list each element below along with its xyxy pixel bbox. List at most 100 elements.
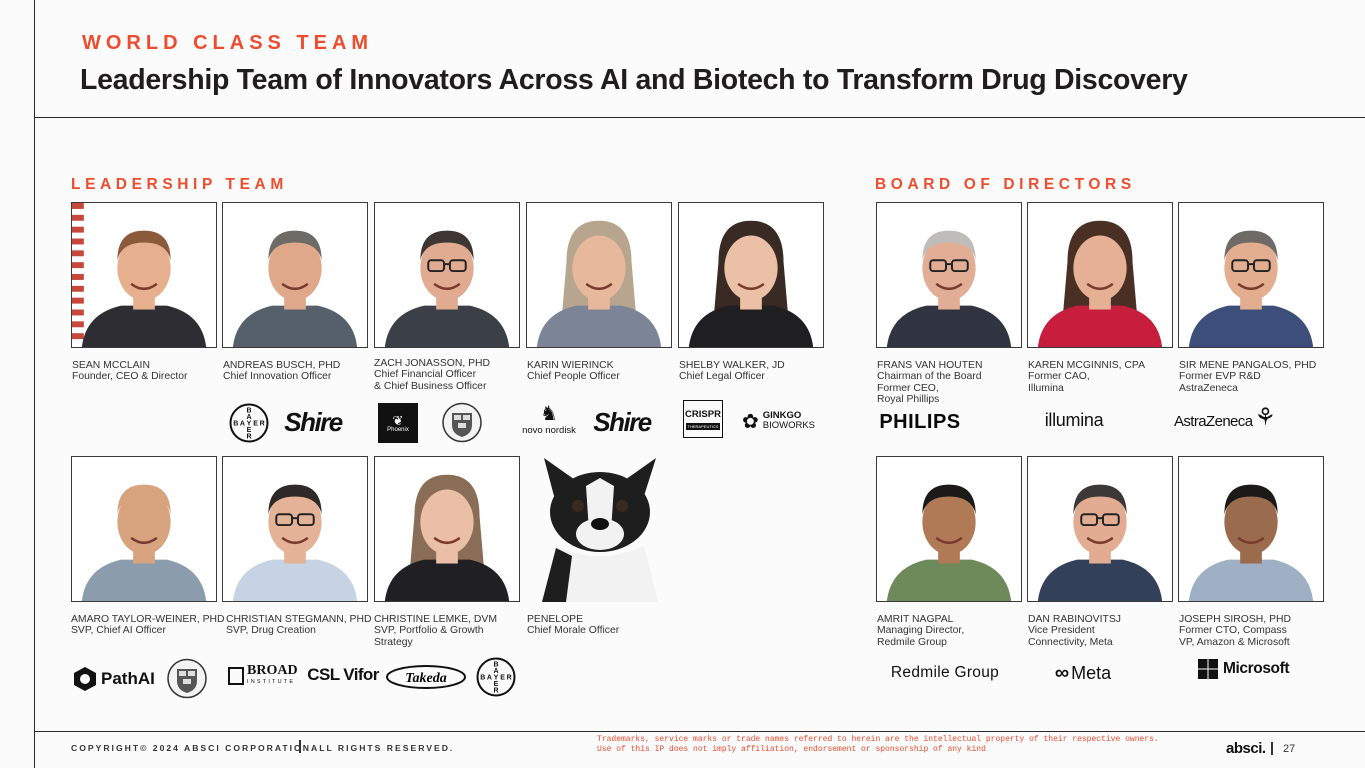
pathai-logo: PathAI xyxy=(72,664,156,694)
person-name: AMRIT NAGPAL xyxy=(877,614,954,625)
person-title: & Chief Business Officer xyxy=(374,380,487,392)
caption-sean-mcclain: SEAN MCCLAIN Founder, CEO & Director xyxy=(72,360,188,383)
person-title: Chief Morale Officer xyxy=(527,625,620,637)
philips-logo: PHILIPS xyxy=(879,410,961,433)
broad-label-2: INSTITUTE xyxy=(247,678,296,685)
caption-amaro-taylor-weiner: AMARO TAYLOR-WEINER, PHD SVP, Chief AI O… xyxy=(71,614,225,637)
photo-frans-van-houten xyxy=(876,202,1022,348)
photo-andreas-busch xyxy=(222,202,368,348)
copyright-text: COPYRIGHT© 2024 ABSCI CORPORATION. xyxy=(71,743,316,753)
person-name: CHRISTINE LEMKE, DVM xyxy=(374,614,497,625)
ginkgo-icon: ✿ xyxy=(742,410,759,433)
svg-text:E: E xyxy=(494,681,499,688)
header-divider xyxy=(34,117,1365,118)
board-heading: BOARD OF DIRECTORS xyxy=(875,176,1136,193)
person-title: Vice President xyxy=(1028,625,1095,637)
person-title: SVP, Drug Creation xyxy=(226,625,316,637)
svg-text:B: B xyxy=(246,407,251,414)
photo-christine-lemke xyxy=(374,456,520,602)
meta-infinity-icon: ∞ xyxy=(1054,661,1070,684)
page-title: Leadership Team of Innovators Across AI … xyxy=(80,64,1188,96)
person-title: AstraZeneca xyxy=(1179,382,1238,394)
legal-line-2: Use of this IP does not imply affiliatio… xyxy=(597,745,986,754)
svg-text:E: E xyxy=(253,421,258,428)
eyebrow: WORLD CLASS TEAM xyxy=(82,32,374,54)
shire-logo: Shire xyxy=(284,406,343,437)
person-name: FRANS VAN HOUTEN xyxy=(877,360,983,371)
astrazeneca-logo: AstraZeneca ⚘ xyxy=(1174,400,1294,434)
person-title: Managing Director, xyxy=(877,625,965,637)
phoenix-label: Phoenix xyxy=(387,426,409,433)
shire-logo-2: Shire xyxy=(593,406,652,437)
photo-zach-jonasson xyxy=(374,202,520,348)
astrazeneca-label: AstraZeneca xyxy=(1174,412,1253,430)
ginkgo-logo: ✿ GINKGO BIOWORKS xyxy=(742,406,828,436)
person-title: Chief People Officer xyxy=(527,371,620,383)
photo-amaro-taylor-weiner xyxy=(71,456,217,602)
photo-karen-mcginnis xyxy=(1027,202,1173,348)
person-name: AMARO TAYLOR-WEINER, PHD xyxy=(71,614,225,625)
person-title: Chief Innovation Officer xyxy=(223,371,332,383)
person-name: CHRISTIAN STEGMANN, PHD xyxy=(226,614,372,625)
crispr-label: CRISPR xyxy=(685,408,721,420)
person-title: Former EVP R&D xyxy=(1179,371,1261,383)
pathai-icon xyxy=(74,667,96,691)
microsoft-label: Microsoft xyxy=(1223,660,1290,677)
broad-icon xyxy=(228,667,244,685)
person-name: SHELBY WALKER, JD xyxy=(679,360,785,371)
harvard-seal-logo xyxy=(441,401,483,444)
caption-karen-mcginnis: KAREN MCGINNIS, CPA Former CAO, Illumina xyxy=(1028,360,1145,394)
crispr-sub-label: THERAPEUTICS xyxy=(685,422,721,430)
person-name: KARIN WIERINCK xyxy=(527,360,614,371)
svg-text:B: B xyxy=(480,675,485,682)
photo-sean-mcclain xyxy=(71,202,217,348)
novo-nordisk-logo: ♞ novo nordisk xyxy=(522,402,576,436)
caption-andreas-busch: ANDREAS BUSCH, PHD Chief Innovation Offi… xyxy=(223,360,340,383)
person-title: Strategy xyxy=(374,636,413,648)
svg-text:R: R xyxy=(246,434,251,441)
photo-karin-wierinck xyxy=(526,202,672,348)
person-title: Royal Phillips xyxy=(877,393,940,405)
photo-penelope-dog xyxy=(526,456,672,602)
person-title: Former CTO, Compass xyxy=(1179,625,1287,637)
takeda-logo: Takeda xyxy=(385,664,467,690)
svg-text:Y: Y xyxy=(494,675,499,682)
csl-vifor-logo: CSL Vifor xyxy=(307,665,379,684)
caption-shelby-walker: SHELBY WALKER, JD Chief Legal Officer xyxy=(679,360,785,383)
novo-label: novo nordisk xyxy=(522,424,576,436)
person-title: SVP, Portfolio & Growth xyxy=(374,625,484,637)
pathai-label: PathAI xyxy=(101,669,155,688)
svg-text:A: A xyxy=(246,414,251,421)
microsoft-logo: Microsoft xyxy=(1198,656,1296,682)
svg-text:E: E xyxy=(500,675,505,682)
photo-joseph-sirosh xyxy=(1178,456,1324,602)
left-rule xyxy=(34,0,35,768)
person-name: ANDREAS BUSCH, PHD xyxy=(223,360,341,371)
legal-line-1: Trademarks, service marks or trade names… xyxy=(597,735,1159,744)
microsoft-windows-icon xyxy=(1198,659,1218,679)
person-title: Connectivity, Meta xyxy=(1028,636,1113,648)
person-name: DAN RABINOVITSJ xyxy=(1028,614,1121,625)
person-title: Founder, CEO & Director xyxy=(72,371,188,383)
person-title: Illumina xyxy=(1028,382,1064,394)
phoenix-logo: ❦ Phoenix xyxy=(378,403,418,443)
svg-text:R: R xyxy=(493,688,498,695)
person-name: JOSEPH SIROSH, PHD xyxy=(1179,614,1292,625)
person-name: PENELOPE xyxy=(527,614,584,625)
meta-logo: ∞ Meta xyxy=(1042,660,1124,686)
page-number: 27 xyxy=(1283,743,1296,755)
caption-christian-stegmann: CHRISTIAN STEGMANN, PHD SVP, Drug Creati… xyxy=(226,614,371,637)
rights-text: ALL RIGHTS RESERVED. xyxy=(311,743,455,753)
caption-dan-rabinovitsj: DAN RABINOVITSJ Vice President Connectiv… xyxy=(1028,614,1121,648)
footer-divider xyxy=(34,731,1365,732)
svg-text:A: A xyxy=(240,421,245,428)
ginkgo-label-2: BIOWORKS xyxy=(762,420,816,431)
person-title: VP, Amazon & Microsoft xyxy=(1179,636,1290,648)
photo-christian-stegmann xyxy=(222,456,368,602)
footer-separator xyxy=(299,740,301,753)
broad-institute-logo: BROAD INSTITUTE xyxy=(228,663,306,689)
absci-logo: absci. xyxy=(1226,740,1266,757)
photo-dan-rabinovitsj xyxy=(1027,456,1173,602)
